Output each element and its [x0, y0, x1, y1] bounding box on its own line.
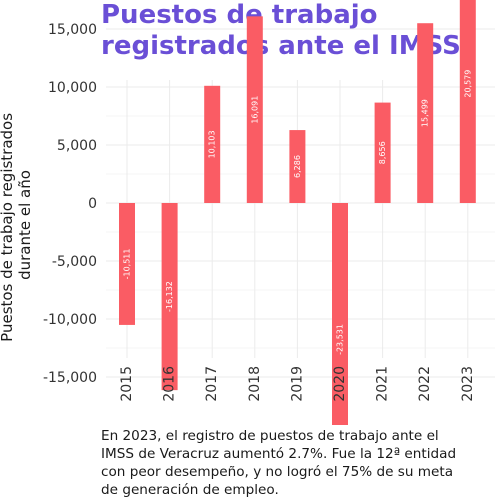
y-tick-label: -15,000 [43, 370, 97, 386]
bar-chart: 20,00015,00010,0005,0000-5,000-10,000-15… [0, 0, 495, 425]
bar-value-label: 6,286 [293, 155, 302, 178]
bars: -10,511 -16,132 10,103 16,091 6,286 -23,531 8,… [119, 0, 476, 425]
bar-value-label: 10,103 [208, 130, 217, 158]
bar-value-label: 16,091 [250, 96, 259, 124]
x-tick-label: 2021 [375, 366, 391, 402]
bar-value-label: 20,579 [463, 70, 472, 98]
bar-2015 [119, 203, 135, 325]
bar-2021 [374, 102, 391, 203]
bar-value-label: -16,132 [165, 281, 174, 312]
bar-2023 [459, 0, 476, 203]
bar-2018 [246, 16, 263, 203]
x-tick-label: 2018 [247, 366, 263, 402]
y-axis-ticks: 20,00015,00010,0005,0000-5,000-10,000-15… [43, 22, 97, 386]
caption-text: En 2023, el registro de puestos de traba… [101, 428, 457, 498]
y-tick-label: 0 [88, 196, 97, 212]
bar-2016 [161, 203, 178, 391]
y-axis-label: Puestos de trabajo registrados durante e… [0, 108, 34, 342]
bar-2017 [204, 85, 221, 203]
y-axis-label-line-1: Puestos de trabajo registrados [0, 113, 16, 342]
x-tick-label: 2016 [162, 366, 178, 402]
bar-value-label: -23,531 [336, 324, 345, 355]
bar-2022 [417, 23, 434, 204]
bar-value-label: -10,511 [123, 249, 132, 280]
x-tick-label: 2023 [460, 366, 476, 402]
bar-value-label: 8,656 [378, 141, 387, 164]
chart-title: Puestos de trabajo registrados ante el I… [101, 0, 461, 61]
bar-value-label: 15,499 [421, 99, 430, 127]
x-tick-label: 2015 [119, 366, 135, 402]
y-axis-label-line-2: durante el año [16, 170, 34, 280]
bar-2019 [289, 130, 306, 203]
y-tick-label: 10,000 [48, 80, 97, 96]
y-tick-label: -10,000 [43, 312, 97, 328]
y-tick-label: -5,000 [52, 254, 97, 270]
y-tick-label: 5,000 [57, 138, 97, 154]
x-tick-label: 2017 [204, 366, 220, 402]
x-tick-label: 2020 [332, 366, 348, 402]
y-tick-label: 15,000 [48, 22, 97, 38]
bar-2020 [332, 203, 348, 425]
x-tick-label: 2019 [289, 366, 305, 402]
x-axis-ticks: 2015 2016 2017 2018 2019 2020 2021 2022 2023 [119, 366, 476, 402]
x-tick-label: 2022 [417, 366, 433, 402]
